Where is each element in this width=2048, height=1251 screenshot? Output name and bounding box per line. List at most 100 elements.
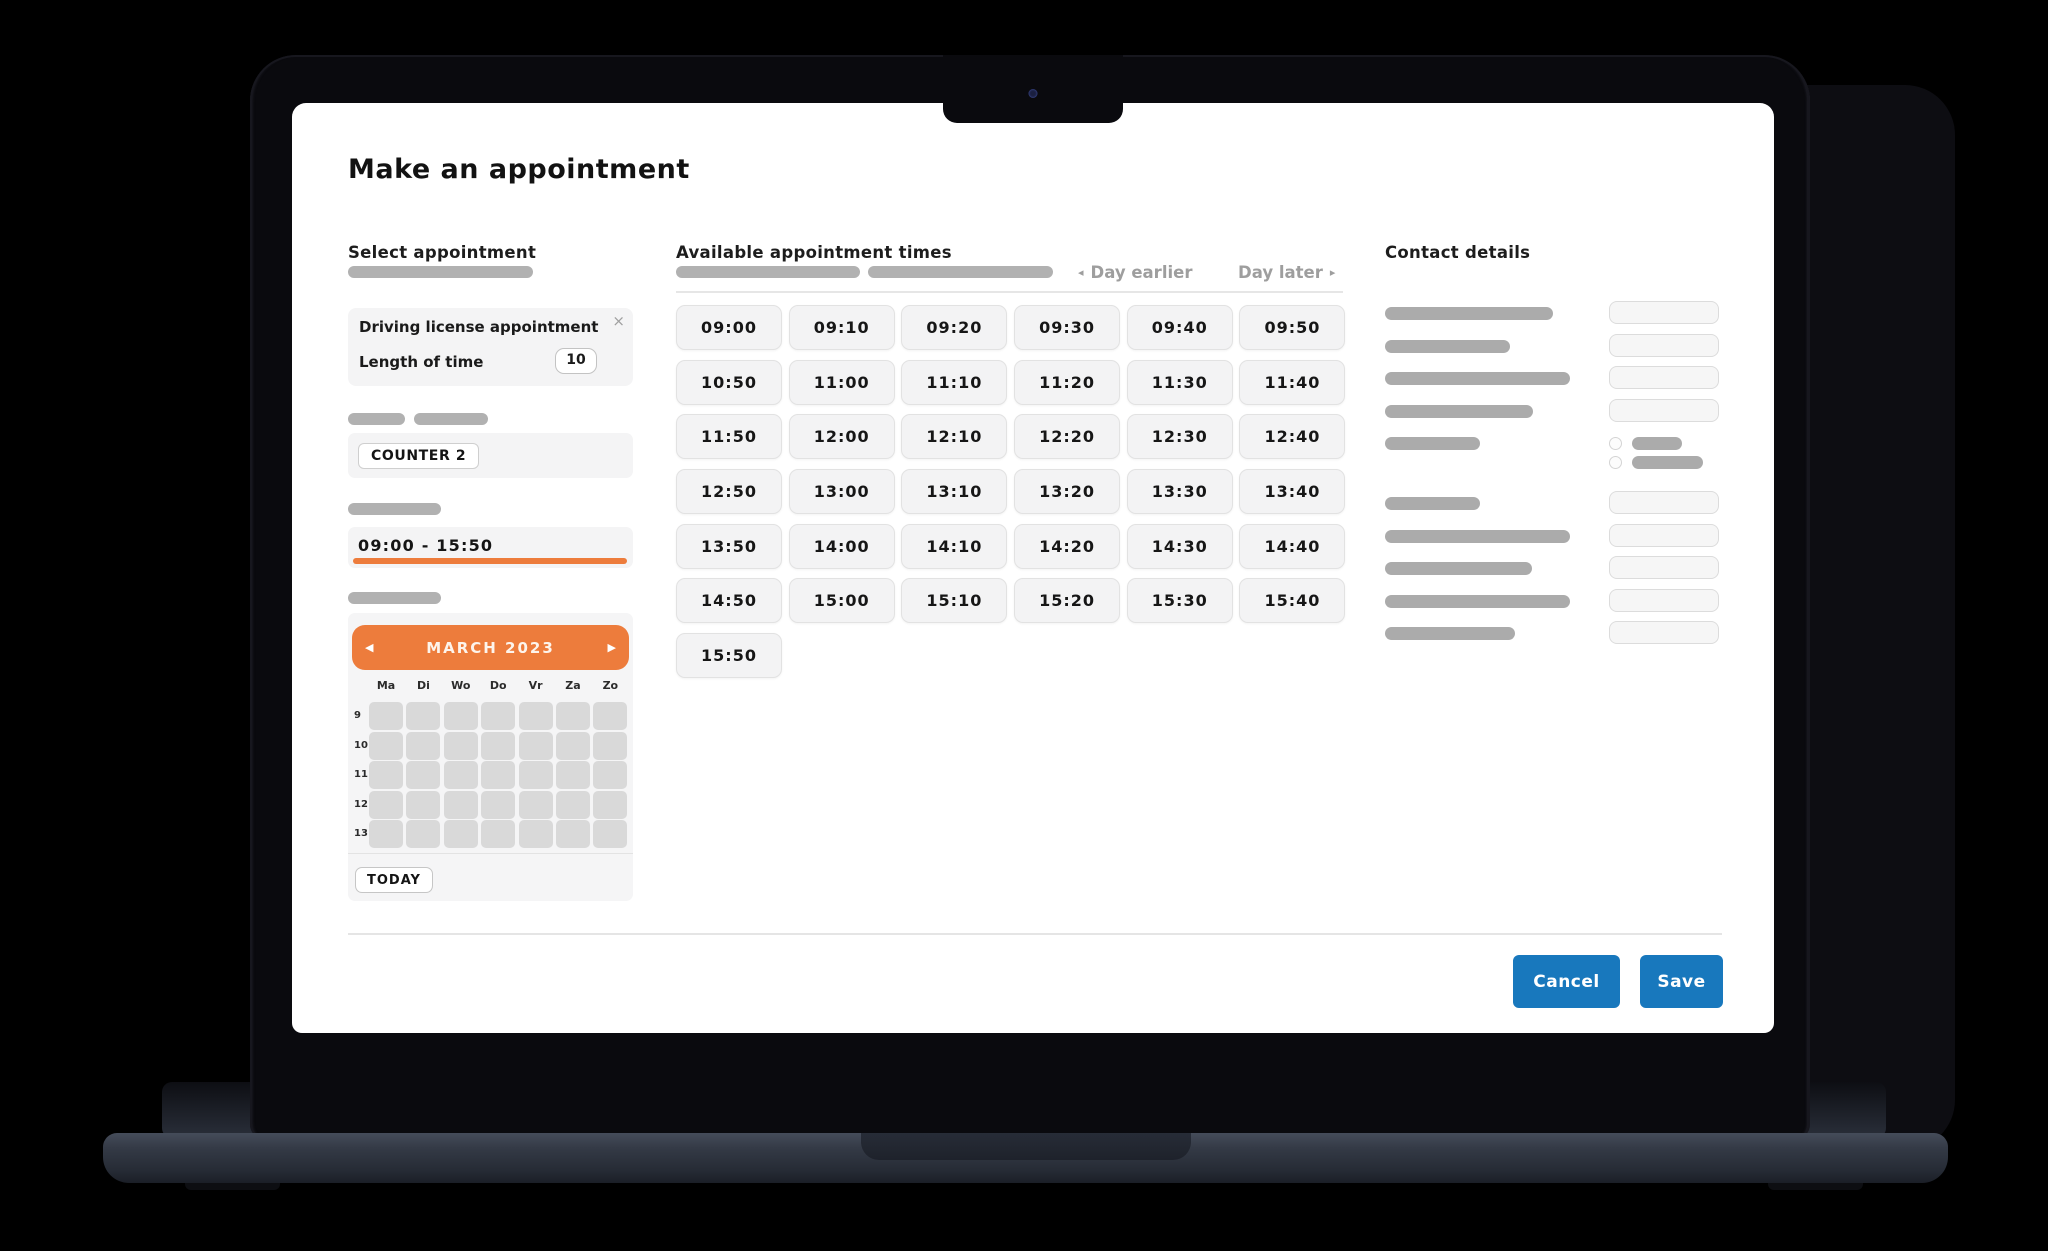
calendar-day-cell[interactable] (443, 820, 478, 848)
length-of-time-input[interactable]: 10 (555, 348, 597, 374)
skeleton-bar (414, 413, 488, 425)
time-slot-button[interactable]: 11:00 (788, 359, 895, 405)
calendar-day-cell[interactable] (555, 761, 590, 789)
calendar-day-cell[interactable] (481, 731, 516, 760)
calendar-day-cell[interactable] (518, 761, 553, 789)
contact-input[interactable] (1609, 621, 1719, 644)
time-slot-button[interactable]: 11:50 (676, 414, 782, 460)
contact-input[interactable] (1609, 398, 1719, 422)
calendar-day-cell[interactable] (406, 702, 441, 730)
contact-input[interactable] (1609, 523, 1719, 547)
time-slot-button[interactable]: 13:30 (1126, 469, 1233, 515)
time-slot-button[interactable]: 15:20 (1014, 578, 1121, 624)
time-slot-button[interactable]: 13:50 (676, 523, 782, 569)
calendar-day-cell[interactable] (369, 761, 403, 789)
calendar-day-cell[interactable] (443, 731, 478, 760)
time-slot-button[interactable]: 09:40 (1126, 305, 1233, 350)
time-slot-button[interactable]: 14:10 (901, 523, 1008, 569)
time-slot-button[interactable]: 15:50 (676, 633, 782, 679)
calendar-day-cell[interactable] (555, 731, 590, 760)
time-slot-button[interactable]: 12:20 (1014, 414, 1121, 460)
calendar-day-cell[interactable] (518, 731, 553, 760)
calendar-day-cell[interactable] (443, 761, 478, 789)
calendar-day-cell[interactable] (555, 820, 590, 848)
calendar-day-cell[interactable] (369, 790, 403, 819)
time-slot-button[interactable]: 13:20 (1014, 469, 1121, 515)
time-slot-button[interactable]: 13:40 (1239, 469, 1346, 515)
time-slot-button[interactable]: 14:40 (1239, 523, 1346, 569)
calendar-day-cell[interactable] (593, 761, 628, 789)
time-slot-button[interactable]: 13:00 (788, 469, 895, 515)
calendar-day-cell[interactable] (518, 820, 553, 848)
time-slot-button[interactable]: 09:20 (901, 305, 1008, 350)
calendar-day-cell[interactable] (555, 702, 590, 730)
time-slot-button[interactable]: 14:50 (676, 578, 782, 624)
calendar-day-cell[interactable] (369, 731, 403, 760)
calendar-day-cell[interactable] (481, 702, 516, 730)
time-slot-button[interactable]: 12:30 (1126, 414, 1233, 460)
time-slot-button[interactable]: 09:50 (1239, 305, 1346, 350)
skeleton-bar (348, 592, 441, 604)
calendar-day-cell[interactable] (481, 790, 516, 819)
calendar-day-cell[interactable] (481, 761, 516, 789)
time-slot-button[interactable]: 15:00 (788, 578, 895, 624)
day-later-button[interactable]: Day later ▸ (1238, 263, 1335, 282)
time-slot-button[interactable]: 12:50 (676, 469, 782, 515)
time-slot-button[interactable]: 12:10 (901, 414, 1008, 460)
time-slot-button[interactable]: 11:40 (1239, 359, 1346, 405)
week-number: 11 (354, 769, 368, 780)
skeleton-label (1385, 594, 1570, 608)
time-slot-button[interactable]: 15:30 (1126, 578, 1233, 624)
calendar-day-cell[interactable] (406, 761, 441, 789)
calendar-day-cell[interactable] (593, 820, 628, 848)
contact-input[interactable] (1609, 301, 1719, 324)
time-slot-button[interactable]: 13:10 (901, 469, 1008, 515)
camera-notch (943, 55, 1123, 123)
time-slot-button[interactable]: 14:20 (1014, 523, 1121, 569)
calendar-day-cell[interactable] (443, 702, 478, 730)
time-slot-button[interactable]: 10:50 (676, 359, 782, 405)
calendar-day-cell[interactable] (443, 790, 478, 819)
calendar-day-cell[interactable] (406, 790, 441, 819)
close-icon[interactable]: × (612, 312, 625, 330)
calendar-day-cell[interactable] (406, 731, 441, 760)
time-slot-button[interactable]: 09:10 (788, 305, 895, 350)
time-slot-button[interactable]: 09:00 (676, 305, 782, 350)
time-slot-button[interactable]: 11:30 (1126, 359, 1233, 405)
time-slot-button[interactable]: 15:10 (901, 578, 1008, 624)
calendar-day-cell[interactable] (593, 790, 628, 819)
time-slot-button[interactable]: 12:40 (1239, 414, 1346, 460)
contact-input[interactable] (1609, 491, 1719, 514)
contact-input[interactable] (1609, 366, 1719, 389)
time-slot-button[interactable]: 14:30 (1126, 523, 1233, 569)
contact-input[interactable] (1609, 556, 1719, 579)
calendar-day-cell[interactable] (593, 731, 628, 760)
calendar-day-cell[interactable] (555, 790, 590, 819)
day-earlier-button[interactable]: ◂ Day earlier (1078, 263, 1192, 282)
arrow-right-icon: ▸ (1329, 266, 1336, 279)
calendar-next-icon[interactable]: ▶ (607, 641, 616, 654)
time-slot-button[interactable]: 09:30 (1014, 305, 1121, 350)
time-slot-button[interactable]: 11:10 (901, 359, 1008, 405)
radio-button[interactable] (1609, 437, 1622, 450)
radio-button[interactable] (1609, 455, 1622, 469)
save-button[interactable]: Save (1640, 955, 1723, 1008)
contact-input[interactable] (1609, 588, 1719, 612)
calendar-day-cell[interactable] (369, 702, 403, 730)
calendar-day-cell[interactable] (481, 820, 516, 848)
time-slot-button[interactable]: 12:00 (788, 414, 895, 460)
calendar-day-cell[interactable] (518, 790, 553, 819)
time-slot-button[interactable]: 14:00 (788, 523, 895, 569)
skeleton-label (1632, 437, 1682, 450)
calendar-day-cell[interactable] (593, 702, 628, 730)
calendar-day-cell[interactable] (369, 820, 403, 848)
contact-input[interactable] (1609, 333, 1719, 357)
calendar-day-cell[interactable] (406, 820, 441, 848)
calendar-prev-icon[interactable]: ◀ (365, 641, 374, 654)
time-slot-button[interactable]: 11:20 (1014, 359, 1121, 405)
cancel-button[interactable]: Cancel (1513, 955, 1620, 1008)
calendar-day-cell[interactable] (518, 702, 553, 730)
today-button[interactable]: TODAY (355, 867, 433, 893)
counter-chip[interactable]: COUNTER 2 (358, 443, 480, 469)
time-slot-button[interactable]: 15:40 (1239, 578, 1346, 624)
